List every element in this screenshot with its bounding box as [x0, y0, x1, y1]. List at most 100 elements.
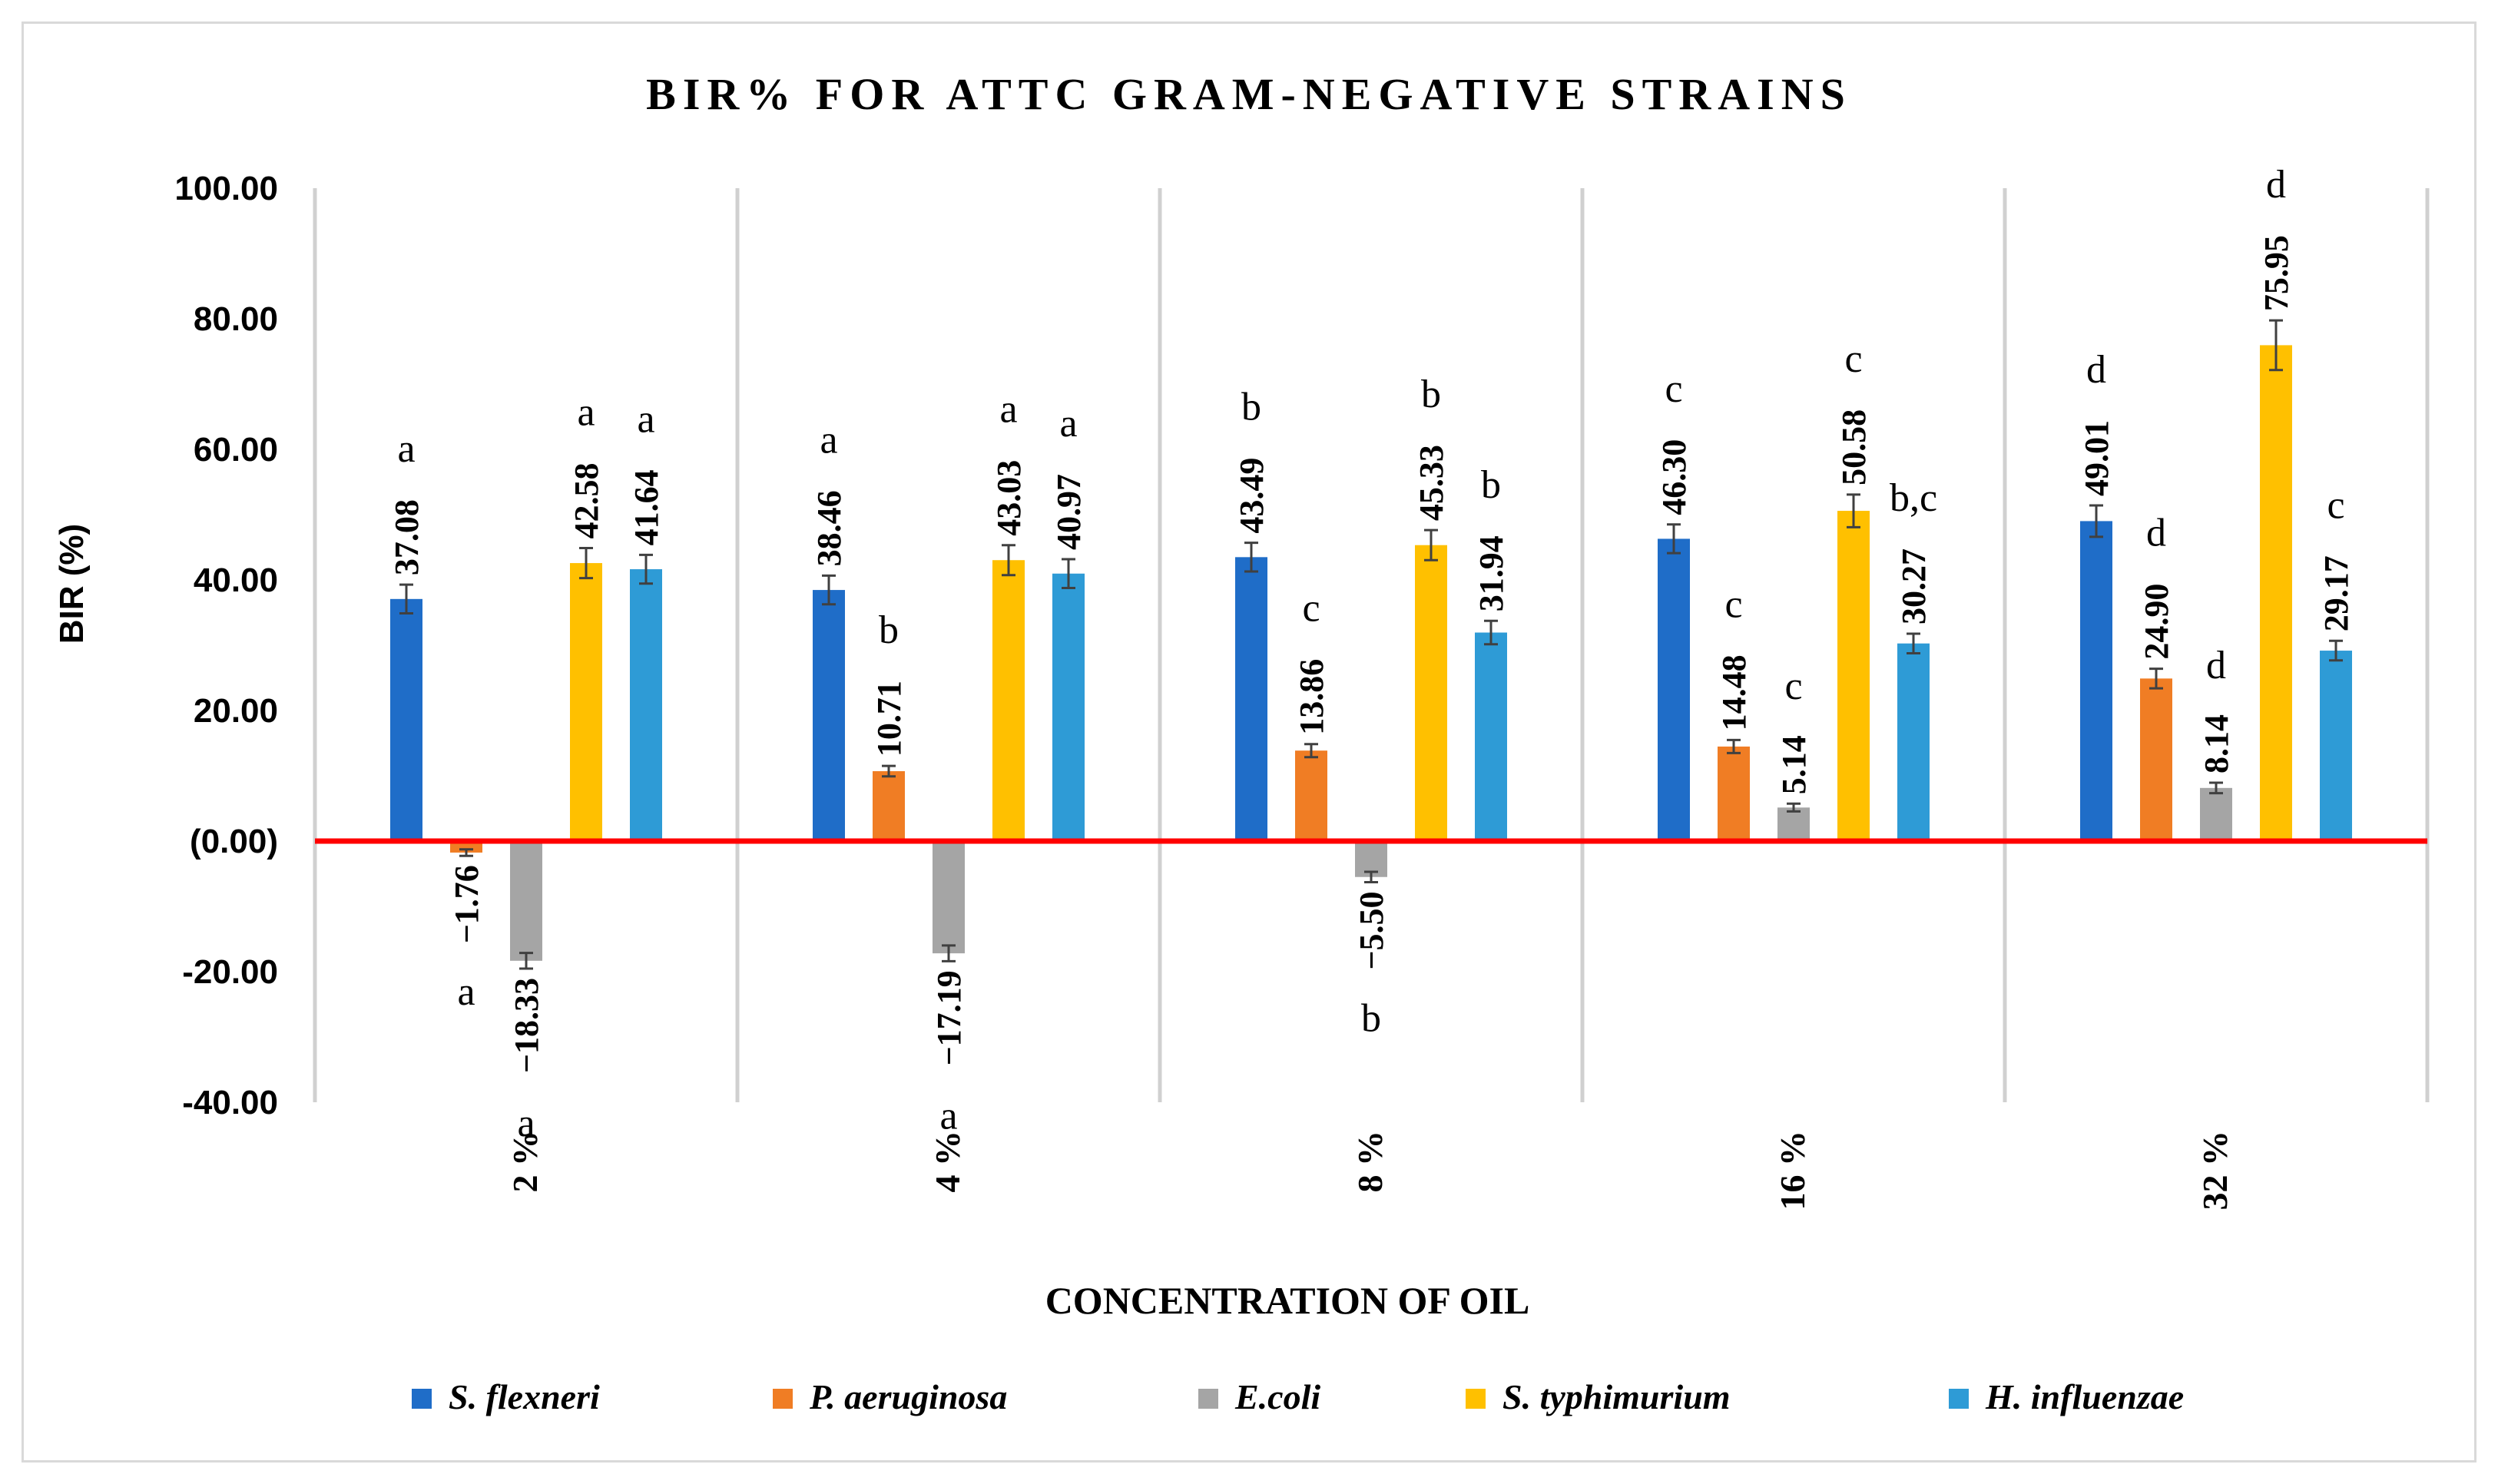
bar	[813, 590, 845, 841]
bar	[873, 770, 905, 841]
error-bar-layer	[399, 319, 2343, 970]
bar	[1658, 538, 1690, 841]
legend-label: S. flexneri	[449, 1377, 600, 1416]
significance-letter: d	[2266, 163, 2286, 207]
data-label: 49.01	[2078, 420, 2115, 496]
significance-letter: a	[637, 397, 654, 441]
bar	[570, 563, 602, 841]
category-label: 4 %	[928, 1131, 967, 1193]
significance-letter: c	[2327, 483, 2344, 527]
significance-letter: a	[820, 418, 837, 462]
significance-letter: b	[1421, 373, 1441, 416]
significance-letter: a	[517, 1101, 535, 1145]
data-label: 8.14	[2198, 714, 2235, 773]
bar	[630, 569, 662, 841]
significance-letter: d	[2206, 644, 2226, 687]
data-label-layer: 37.08 a −1.76 a −18.33 a 42.58 a 41.64 a 38.46 a 10.…	[388, 163, 2355, 1145]
bar	[1295, 750, 1327, 841]
y-tick-label: 60.00	[194, 431, 278, 469]
bar-layer	[390, 345, 2352, 961]
legend-swatch	[1466, 1389, 1486, 1409]
data-label: 5.14	[1775, 735, 1813, 794]
bar	[933, 841, 965, 954]
legend-swatch	[1198, 1389, 1218, 1409]
category-label-layer: 2 % 4 % 8 % 16 % 32 %	[505, 1131, 2235, 1211]
y-tick-label: -40.00	[182, 1084, 278, 1121]
data-label: 42.58	[568, 463, 605, 539]
y-tick-label: -20.00	[182, 953, 278, 991]
bar	[2200, 787, 2232, 841]
significance-letter: a	[1059, 402, 1077, 446]
data-label: −17.19	[930, 970, 968, 1065]
significance-letter: a	[457, 970, 475, 1014]
bar	[1052, 573, 1085, 841]
data-label: 43.49	[1233, 458, 1271, 534]
data-label: −18.33	[508, 978, 545, 1073]
bar	[1235, 557, 1267, 841]
legend-swatch	[773, 1389, 793, 1409]
category-label: 32 %	[2195, 1131, 2235, 1211]
significance-letter: c	[1665, 367, 1682, 411]
data-label: 50.58	[1835, 409, 1873, 485]
bar	[2260, 345, 2292, 841]
y-tick-label: (0.00)	[190, 823, 278, 860]
y-axis-ticks: 100.00 80.00 60.00 40.00 20.00 (0.00) -20.00 -4…	[174, 170, 278, 1121]
bar	[390, 598, 422, 841]
significance-letter: c	[1844, 337, 1862, 381]
significance-letter: b	[1361, 997, 1381, 1041]
significance-letter: a	[999, 388, 1017, 432]
data-label: 37.08	[388, 499, 426, 575]
significance-letter: d	[2146, 512, 2166, 555]
legend-label: S. typhimurium	[1502, 1377, 1731, 1416]
bar	[992, 560, 1025, 841]
bar	[450, 841, 482, 853]
significance-letter: a	[939, 1094, 957, 1138]
bar	[1475, 632, 1507, 841]
bar	[510, 841, 542, 961]
bar	[2320, 651, 2352, 841]
significance-letter: b	[1241, 386, 1261, 429]
bar	[1777, 807, 1810, 841]
significance-letter: b	[1481, 463, 1501, 507]
significance-letter: b,c	[1890, 476, 1937, 520]
significance-letter: a	[397, 427, 415, 471]
significance-letter: a	[577, 391, 595, 435]
legend-swatch	[412, 1389, 432, 1409]
data-label: 29.17	[2317, 555, 2355, 631]
chart-title: BIR% FOR ATTC GRAM-NEGATIVE STRAINS	[646, 69, 1852, 119]
data-label: 41.64	[628, 469, 665, 545]
bar	[2080, 521, 2112, 841]
y-tick-label: 40.00	[194, 561, 278, 599]
data-label: 24.90	[2138, 584, 2175, 660]
data-label: 38.46	[810, 490, 848, 566]
data-label: 45.33	[1413, 445, 1450, 521]
bar	[2140, 678, 2172, 841]
y-tick-label: 100.00	[174, 170, 278, 207]
significance-letter: b	[879, 608, 899, 652]
data-label: 14.48	[1715, 654, 1753, 730]
data-label: 46.30	[1655, 439, 1693, 515]
category-label: 8 %	[1350, 1131, 1390, 1193]
legend-swatch	[1949, 1389, 1969, 1409]
y-tick-label: 80.00	[194, 300, 278, 338]
bar	[1837, 511, 1870, 841]
category-label: 2 %	[505, 1131, 545, 1193]
legend: S. flexneri P. aeruginosa E.coli S. typhimu…	[412, 1377, 2184, 1416]
bar	[1718, 746, 1750, 841]
y-tick-label: 20.00	[194, 692, 278, 730]
legend-label: P. aeruginosa	[809, 1377, 1007, 1416]
significance-letter: c	[1302, 587, 1320, 631]
legend-label: H. influenzae	[1985, 1377, 2184, 1416]
bar	[1897, 643, 1930, 841]
significance-letter: c	[1724, 582, 1742, 626]
bar	[1415, 545, 1447, 841]
x-axis-label: CONCENTRATION OF OIL	[1045, 1279, 1530, 1322]
significance-letter: c	[1784, 664, 1802, 708]
data-label: 13.86	[1293, 659, 1330, 735]
legend-label: E.coli	[1234, 1377, 1320, 1416]
significance-letter: d	[2086, 348, 2106, 392]
data-label: 30.27	[1895, 548, 1933, 624]
grid-layer	[313, 188, 2430, 1102]
data-label: 40.97	[1050, 474, 1088, 550]
